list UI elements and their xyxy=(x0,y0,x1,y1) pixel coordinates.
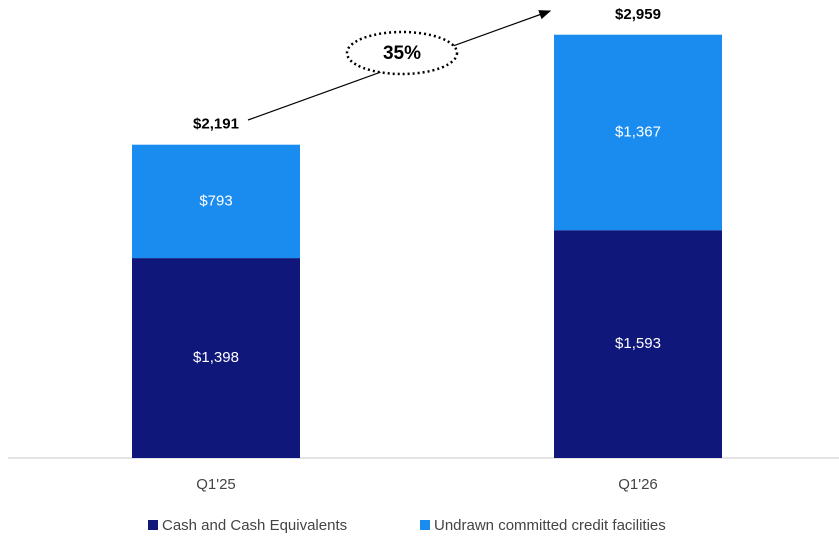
bar-segment xyxy=(554,230,722,458)
bar-segment xyxy=(132,144,300,259)
annotation-ellipse xyxy=(345,30,459,76)
total-label: $2,191 xyxy=(193,116,239,133)
x-tick-label: Q1'25 xyxy=(196,476,236,493)
value-label: $1,398 xyxy=(193,349,239,366)
legend-label: Undrawn committed credit facilities xyxy=(434,517,666,534)
total-label: $2,959 xyxy=(615,6,661,23)
bar-segment xyxy=(554,34,722,231)
x-tick-label: Q1'26 xyxy=(618,476,658,493)
legend-swatch xyxy=(148,520,158,530)
value-label: $793 xyxy=(199,192,232,209)
value-label: $1,593 xyxy=(615,335,661,352)
legend-label: Cash and Cash Equivalents xyxy=(162,517,347,534)
bar-segment xyxy=(132,258,300,458)
legend-swatch xyxy=(420,520,430,530)
annotation: 35% xyxy=(383,43,421,64)
value-label: $1,367 xyxy=(615,123,661,140)
